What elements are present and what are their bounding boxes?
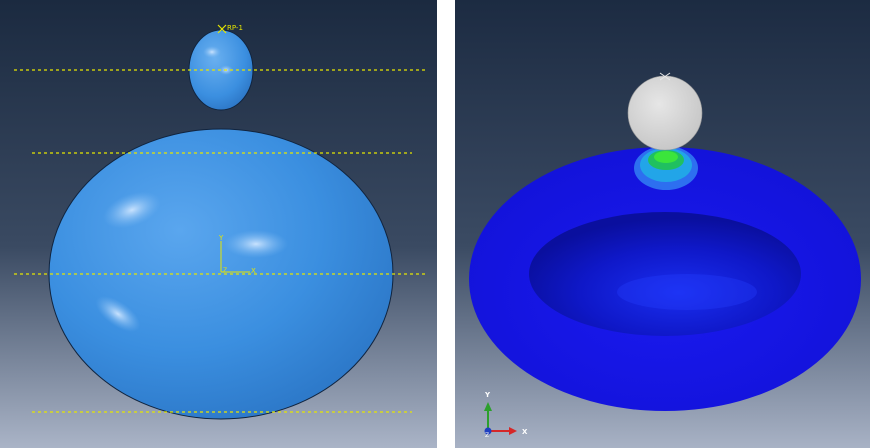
axis-label-y: Y	[218, 234, 224, 242]
triad-label-z: Z	[485, 432, 489, 439]
results-canvas[interactable]: Y Z X	[455, 0, 870, 448]
axis-label-x: X	[251, 267, 256, 275]
assembly-canvas[interactable]: RP-1 Y Z X	[0, 0, 437, 448]
specular-highlight	[224, 230, 288, 258]
specular-highlight	[103, 191, 161, 229]
crater-cavity	[529, 212, 801, 336]
viewport-separator	[437, 0, 455, 448]
specular-highlight	[95, 296, 141, 332]
reference-point-label: RP-1	[227, 24, 243, 32]
view-triad	[484, 402, 517, 435]
contour-band-bright-green	[654, 151, 678, 163]
axis-label-z: Z	[223, 267, 227, 274]
assembly-viewport[interactable]: RP-1 Y Z X	[0, 0, 437, 448]
cavity-highlight	[617, 274, 757, 310]
reference-point-marker[interactable]	[217, 24, 227, 34]
triad-label-y: Y	[484, 391, 491, 399]
results-viewport[interactable]: Y Z X	[455, 0, 870, 448]
specular-highlight	[203, 46, 221, 58]
triad-label-x: X	[522, 428, 528, 436]
reference-point-marker[interactable]	[659, 72, 671, 81]
coordinate-system-marker	[220, 241, 250, 273]
projectile-ball[interactable]	[627, 75, 703, 151]
